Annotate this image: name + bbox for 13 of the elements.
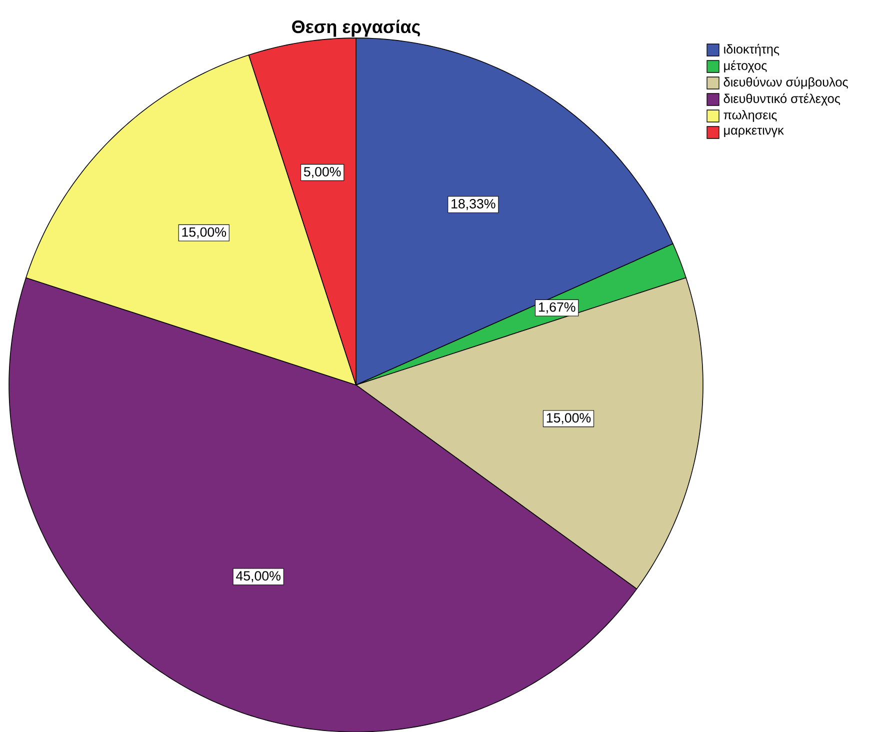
legend-label: μαρκετινγκ xyxy=(724,128,784,138)
data-label: 15,00% xyxy=(546,412,591,424)
data-label: 1,67% xyxy=(538,302,576,314)
chart-title: Θεση εργασίας xyxy=(292,20,420,37)
legend-label: διευθυντικό στέλεχος xyxy=(724,93,840,106)
data-label: 15,00% xyxy=(182,227,226,238)
legend-label: διευθύνων σύμβουλος xyxy=(724,76,848,89)
data-label: 45,00% xyxy=(236,570,280,582)
legend-label: μέτοχος xyxy=(724,60,767,72)
data-label: 18,33% xyxy=(452,198,496,210)
legend-label: πωλησεις xyxy=(724,110,777,122)
legend-label: ιδιοκτήτης xyxy=(724,44,780,56)
data-label: 5,00% xyxy=(304,166,341,178)
